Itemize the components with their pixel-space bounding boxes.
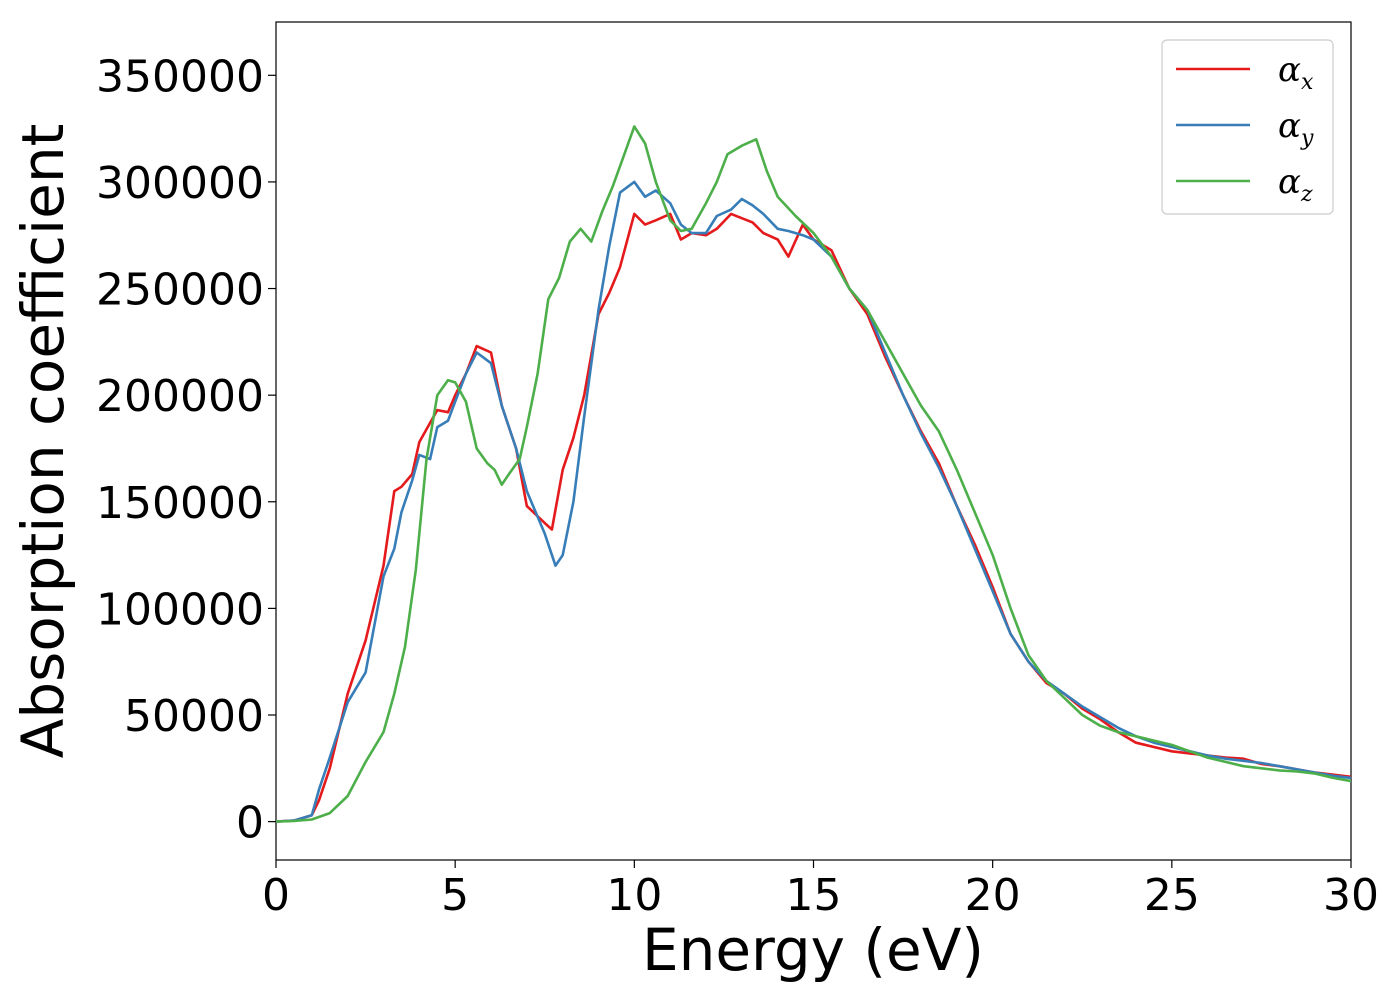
legend-symbol: α [1278,50,1301,90]
y-tick-label: 0 [236,798,264,849]
x-axis-title: Energy (eV) [642,916,984,984]
y-tick-label: 150000 [96,478,264,529]
x-tick-label: 30 [1323,870,1379,921]
legend-symbol: α [1278,162,1301,202]
x-tick-label: 25 [1144,870,1200,921]
legend-label-x: αx [1278,50,1314,95]
legend-symbol: α [1278,106,1301,146]
x-tick-label: 20 [965,870,1021,921]
y-axis: 0 50000 100000 150000 200000 250000 300000 3500… [96,51,276,849]
y-tick-label: 350000 [96,51,264,102]
series-layer [276,125,1351,823]
y-tick-label: 50000 [124,691,264,742]
x-tick-label: 5 [441,870,469,921]
x-tick-label: 15 [786,870,842,921]
y-tick-label: 200000 [96,371,264,422]
legend-label-z: αz [1278,162,1313,207]
legend-box [1161,39,1334,215]
legend-subscript: x [1301,70,1314,95]
x-axis: 0 5 10 15 20 25 30 [262,860,1379,921]
x-tick-label: 0 [262,870,290,921]
y-tick-label: 250000 [96,265,264,316]
y-axis-title: Absorption coefficient [9,124,77,759]
legend-label-y: αy [1278,106,1314,151]
series-line-z [276,125,1351,823]
y-tick-label: 100000 [96,584,264,635]
legend-subscript: z [1300,182,1313,207]
series-line-y [276,180,1351,823]
legend-subscript: y [1300,126,1314,151]
y-tick-label: 300000 [96,158,264,209]
x-tick-label: 10 [606,870,662,921]
